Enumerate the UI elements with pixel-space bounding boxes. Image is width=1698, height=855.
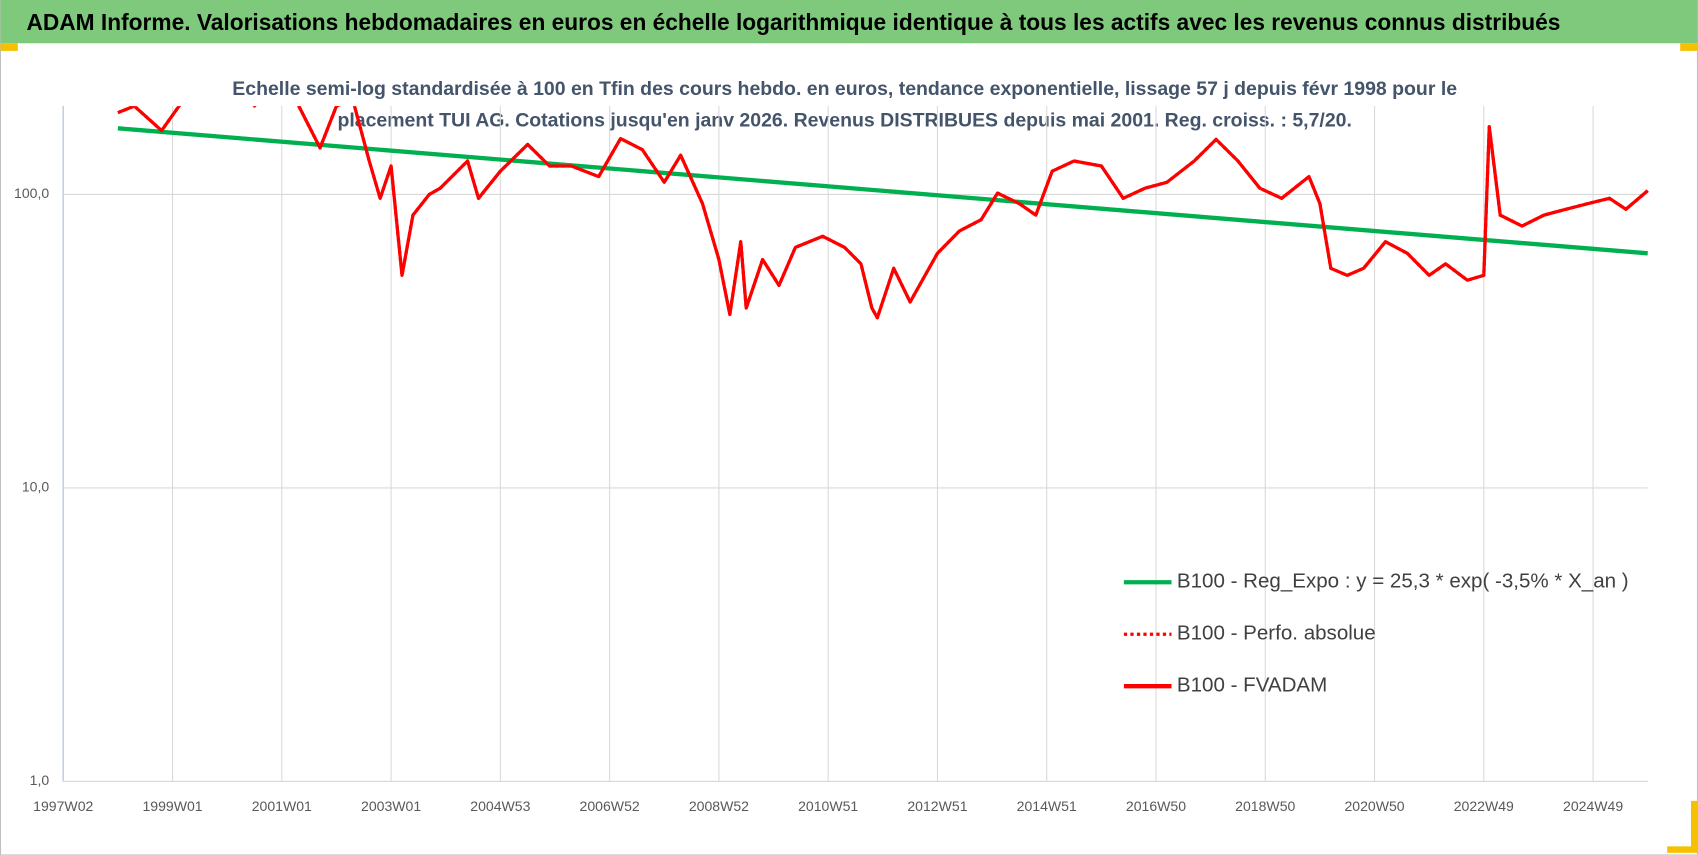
x-tick-label: 2003W01 [361, 798, 421, 814]
x-tick-label: 2022W49 [1454, 798, 1514, 814]
subtitle: Echelle semi-log standardisée à 100 en T… [232, 78, 1457, 100]
plot [117, 106, 1649, 320]
title-band [0, 0, 1698, 44]
corner [1667, 846, 1698, 853]
y-tick-label: 100,0 [14, 185, 49, 201]
x-tick-label: 1999W01 [142, 798, 202, 814]
chart-title: ADAM Informe. Valorisations hebdomadaire… [26, 9, 1560, 35]
x-tick-label: 2001W01 [252, 798, 312, 814]
x-tick-label: 2024W49 [1563, 798, 1623, 814]
x-tick-label: 2010W51 [798, 798, 858, 814]
legend-label: B100 - FVADAM [1177, 674, 1327, 697]
y-tick-label: 1,0 [30, 772, 50, 788]
legend-label: B100 - Perfo. absolue [1177, 622, 1376, 645]
series-line [117, 106, 1649, 320]
x-tick-label: 2012W51 [907, 798, 967, 814]
corner [1691, 800, 1698, 850]
x-tick-label: 2016W50 [1126, 798, 1186, 814]
subtitle: placement TUI AG. Cotations jusqu'en jan… [337, 109, 1351, 131]
x-tick-label: 2004W53 [470, 798, 530, 814]
corner [0, 43, 18, 51]
x-tick-label: 2014W51 [1017, 798, 1077, 814]
x-tick-label: 1997W02 [33, 798, 93, 814]
corner [1680, 43, 1698, 51]
x-tick-label: 2008W52 [689, 798, 749, 814]
series-line [117, 126, 1648, 256]
x-tick-label: 2018W50 [1235, 798, 1295, 814]
legend-label: B100 - Reg_Expo : y = 25,3 * exp( -3,5% … [1177, 570, 1629, 593]
x-tick-label: 2006W52 [580, 798, 640, 814]
y-tick-label: 10,0 [22, 479, 50, 495]
x-tick-label: 2020W50 [1344, 798, 1404, 814]
